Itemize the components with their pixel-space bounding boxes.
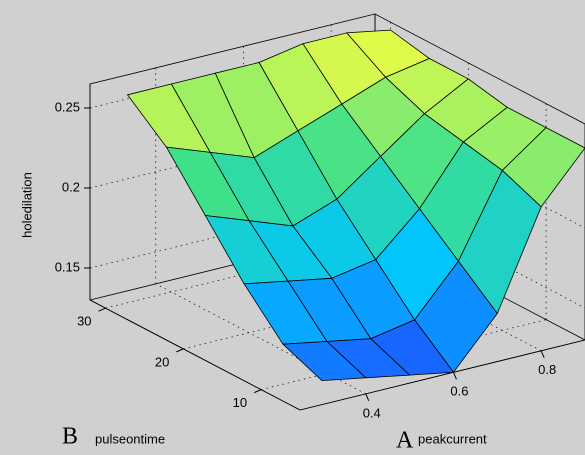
tick-mark [176, 348, 184, 353]
y-axis-label: pulseontime [95, 431, 165, 446]
tick-mark [98, 307, 106, 312]
x-axis-label: peakcurrent [418, 431, 487, 446]
x-tick-label: 0.4 [363, 405, 381, 420]
z-tick-label: 0.2 [62, 179, 80, 194]
surface [126, 29, 585, 382]
tick-mark [253, 389, 262, 394]
x-tick-label: 0.8 [538, 362, 556, 377]
z-axis-label: holedilation [19, 172, 34, 238]
surface-face [282, 341, 367, 382]
tick-mark [365, 393, 370, 402]
z-tick-label: 0.15 [55, 259, 80, 274]
y-tick-label: 20 [155, 354, 169, 369]
tick-mark [453, 372, 457, 380]
grid-line [330, 240, 542, 352]
annotation: B [62, 424, 78, 450]
box-edge [89, 299, 585, 411]
x-tick-label: 0.6 [450, 384, 468, 399]
y-tick-label: 10 [233, 395, 247, 410]
z-tick-label: 0.25 [55, 99, 80, 114]
tick-mark [540, 350, 545, 358]
annotation: A [396, 428, 414, 454]
y-tick-label: 30 [77, 314, 91, 329]
